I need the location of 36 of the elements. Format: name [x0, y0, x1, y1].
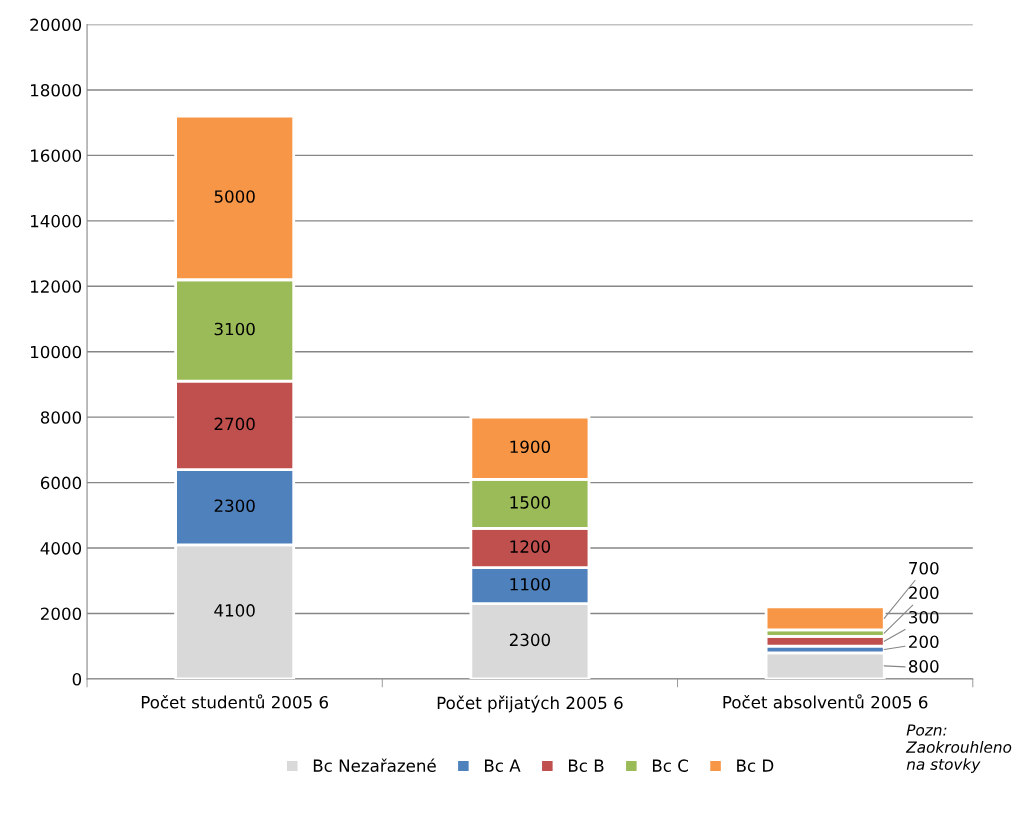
legend-label: Bc C [652, 759, 688, 772]
data-label: 2300 [214, 499, 255, 512]
data-label: 700 [909, 561, 939, 575]
y-tick-label: 4000 [40, 542, 82, 555]
legend-label: Bc A [485, 759, 521, 772]
x-tick-label: Počet studentů 2005 6 [141, 694, 329, 709]
legend-label: Bc D [737, 759, 774, 772]
data-label: 3100 [214, 322, 255, 336]
data-label: 1200 [510, 540, 551, 553]
data-label: 200 [909, 635, 939, 649]
y-tick-label: 10000 [30, 345, 82, 359]
y-tick-label: 16000 [30, 149, 82, 162]
y-tick-label: 8000 [40, 411, 82, 424]
data-label: 300 [909, 610, 939, 624]
y-tick-label: 6000 [40, 476, 82, 490]
y-tick-label: 14000 [30, 214, 82, 228]
data-label: 4100 [214, 604, 255, 617]
bar [764, 651, 886, 679]
text: Pozn: Zaokrouhleno na stovky [905, 724, 1012, 773]
data-label: 5000 [214, 190, 255, 203]
data-label: 2300 [509, 633, 551, 647]
y-tick-label: 2000 [40, 607, 82, 621]
data-label: 1100 [510, 577, 551, 591]
data-label: 1900 [510, 440, 551, 454]
y-tick-label: 0 [72, 672, 82, 686]
data-label: 2700 [214, 417, 255, 431]
y-tick-label: 18000 [30, 83, 82, 97]
data-label: 800 [908, 660, 939, 673]
legend-label: Bc B [568, 759, 604, 772]
x-tick-label: Počet absolventů 2005 6 [723, 694, 928, 709]
y-tick-label: 12000 [30, 280, 82, 293]
y-tick-label: 20000 [30, 18, 82, 32]
data-label: 200 [909, 586, 939, 600]
x-tick-label: Počet přijatých 2005 6 [437, 695, 623, 713]
legend-label: Bc Nezařazené [313, 758, 436, 772]
data-label: 1500 [510, 496, 551, 509]
